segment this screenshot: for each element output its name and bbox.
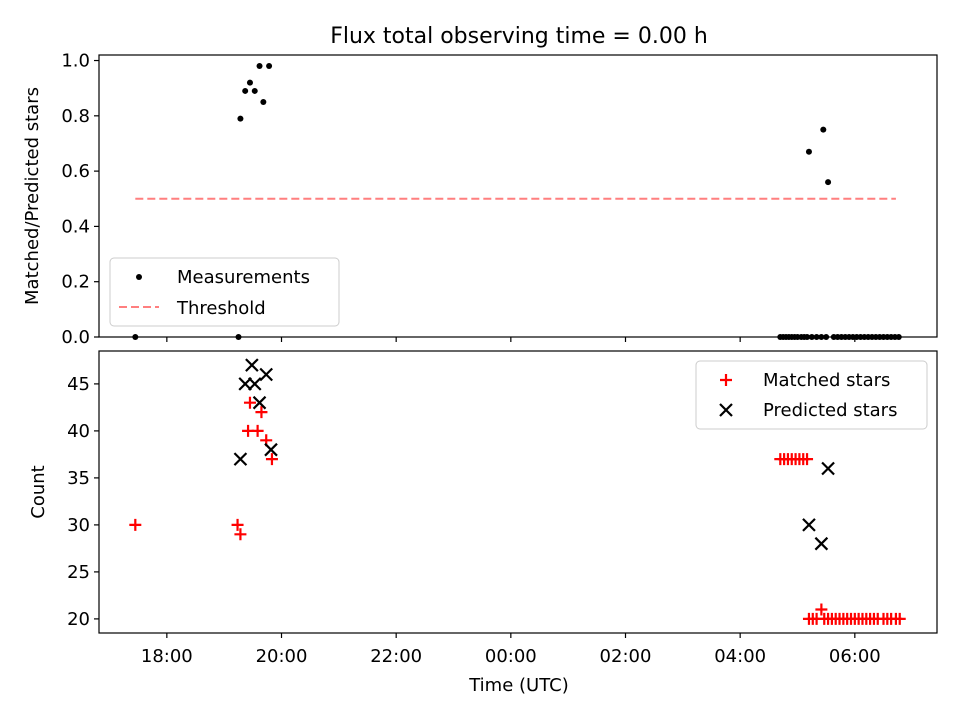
measurement-point [823, 334, 830, 340]
chart-title: Flux total observing time = 0.00 h [330, 24, 708, 49]
measurement-point [818, 334, 825, 340]
measurement-point [805, 148, 812, 155]
matched-star-point [243, 396, 256, 409]
measurement-point [266, 63, 273, 70]
bottom-x-tick-label: 22:00 [370, 646, 422, 667]
predicted-star-point [814, 536, 829, 551]
predicted-star-point [247, 377, 262, 391]
matched-star-point [129, 518, 142, 531]
predicted-star-point [245, 358, 259, 372]
measurement-point [820, 126, 827, 133]
measurement-point [813, 334, 820, 340]
matched-star-point [815, 603, 828, 616]
measurement-point [242, 87, 249, 94]
legend-measurements-label: Measurements [177, 267, 310, 288]
matched-star-point [251, 424, 264, 437]
bottom-y-tick-label: 40 [67, 421, 90, 442]
legend-threshold-label: Threshold [176, 298, 266, 319]
top-y-tick-label: 1.0 [61, 51, 90, 72]
matched-star-point [265, 453, 278, 466]
bottom-legend: Matched stars Predicted stars [695, 360, 928, 430]
top-y-axis-label: Matched/Predicted stars [22, 87, 43, 305]
bottom-x-tick-label: 00:00 [485, 646, 537, 667]
top-y-tick-label: 0.2 [61, 272, 90, 293]
bottom-x-tick-label: 20:00 [256, 646, 308, 667]
bottom-y-tick-label: 30 [67, 515, 90, 536]
legend-matched-label: Matched stars [763, 370, 890, 391]
legend-predicted-marker [719, 403, 733, 417]
bottom-panel: 20 25 30 35 40 45 18:00 20:00 22:00 00:00 02:00 04:… [28, 350, 938, 696]
x-axis-label: Time (UTC) [468, 675, 569, 696]
top-y-tick-label: 0.0 [61, 327, 90, 348]
bottom-x-tick-label: 02:00 [600, 646, 652, 667]
measurement-point [260, 99, 267, 105]
top-plot-frame [98, 54, 938, 338]
predicted-star-point [252, 395, 267, 410]
top-y-tick-label: 0.6 [61, 161, 90, 182]
bottom-plot-frame [98, 350, 938, 634]
bottom-y-tick-label: 35 [67, 468, 90, 489]
predicted-star-point [264, 442, 278, 457]
matched-star-point [234, 528, 247, 541]
bottom-y-tick-label: 20 [67, 609, 90, 630]
measurement-point [804, 334, 811, 340]
measurement-point [235, 334, 242, 340]
bottom-x-tick-label: 06:00 [829, 646, 881, 667]
measurement-point [246, 79, 253, 86]
bottom-legend-box [695, 360, 928, 430]
top-panel: 0.0 0.2 0.4 0.6 0.8 1.0 Matched/Predicted star… [22, 51, 938, 348]
legend-measurements-marker [136, 274, 142, 280]
predicted-star-point [233, 452, 248, 466]
top-y-tick-label: 0.4 [61, 216, 90, 237]
bottom-y-tick-label: 45 [67, 374, 90, 395]
predicted-star-point [259, 367, 273, 382]
bottom-x-tick-label: 04:00 [714, 646, 766, 667]
predicted-star-point [821, 461, 835, 476]
predicted-star-point [802, 518, 816, 532]
measurement-point [132, 334, 139, 340]
measurement-point [895, 334, 902, 340]
top-legend-box [109, 257, 340, 327]
bottom-y-tick-label: 25 [67, 562, 90, 583]
measurement-point [808, 334, 815, 340]
matched-star-point [255, 406, 268, 419]
matched-star-point [801, 453, 814, 466]
top-legend: Measurements Threshold [109, 257, 340, 327]
legend-matched-marker [720, 374, 732, 386]
matched-star-point [231, 518, 244, 531]
top-y-tick-label: 0.8 [61, 106, 90, 127]
bottom-y-axis-label: Count [28, 465, 49, 518]
measurement-point [256, 63, 263, 70]
legend-predicted-label: Predicted stars [763, 400, 897, 421]
measurement-point [825, 179, 832, 186]
matched-star-point [893, 612, 906, 625]
measurement-point [237, 115, 244, 122]
measurement-point [251, 87, 258, 94]
bottom-x-tick-label: 18:00 [141, 646, 193, 667]
